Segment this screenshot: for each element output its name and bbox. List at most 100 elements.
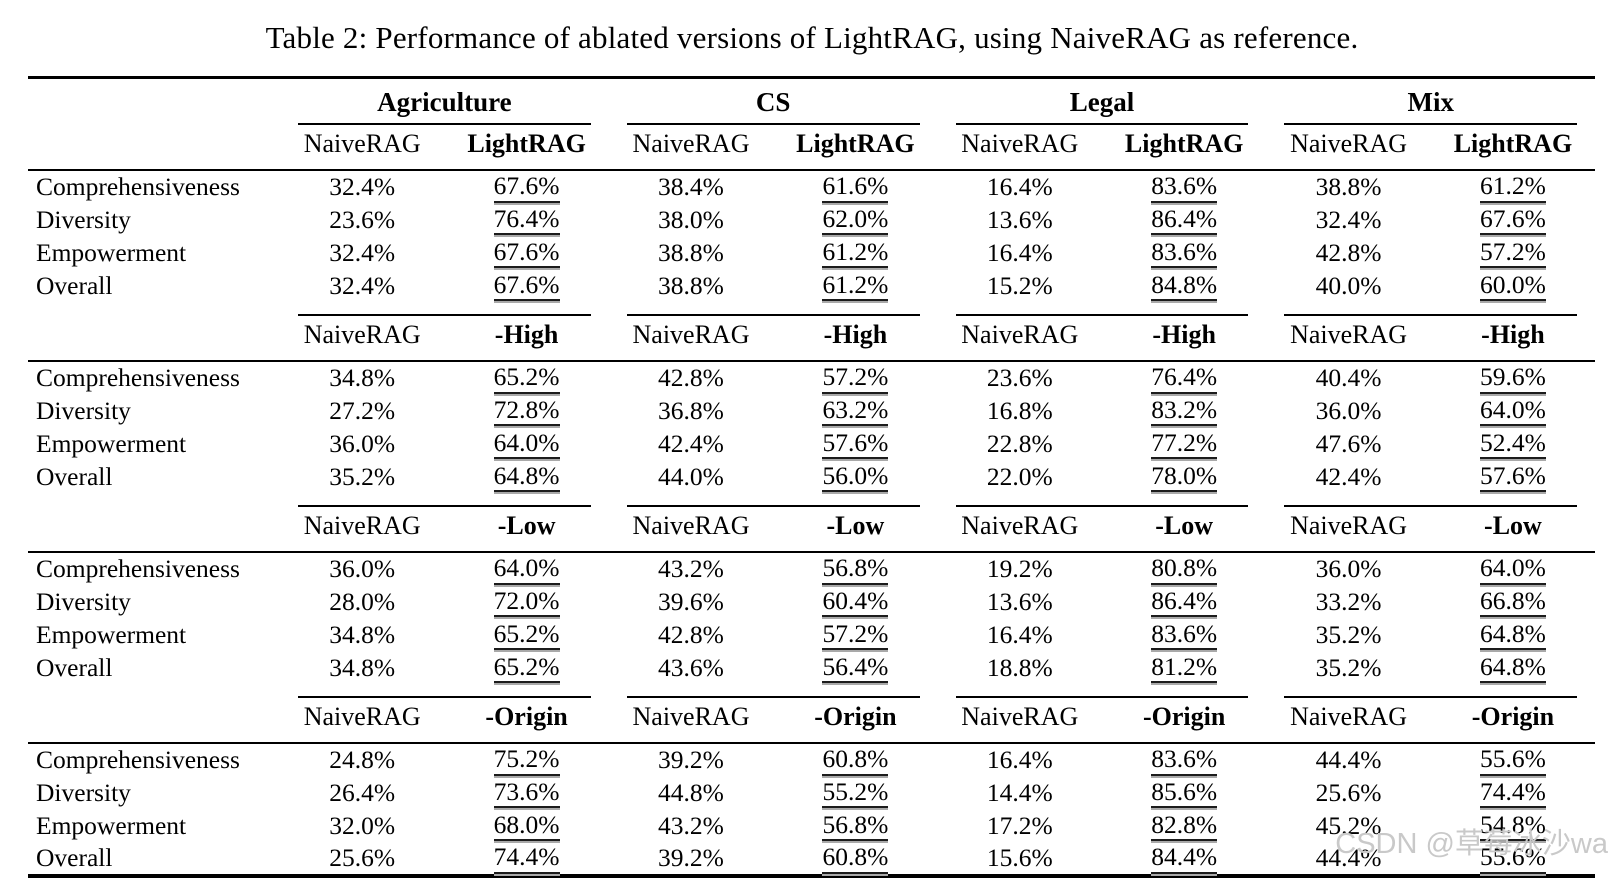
naive-value: 42.8% [658,619,724,649]
variant-value: 77.2% [1102,427,1266,460]
variant-value: 61.2% [773,236,937,269]
rule-cell [938,493,1267,507]
naive-value: 38.4% [658,172,724,201]
metric-row: Overall 34.8% 65.2% 43.6% 56.4% 18.8% 81.2% 35.… [28,651,1595,684]
variant-value: 64.0% [1431,394,1595,427]
naive-value: 43.2% [658,810,724,840]
variant-column-label: -High [1430,316,1596,362]
naive-value: 38.8% [658,237,724,267]
underlined-value: 83.6% [1151,620,1218,651]
group-header: Legal [938,78,1267,125]
underlined-value: 86.4% [1151,587,1218,618]
section-rule [298,505,591,507]
underlined-value: 56.8% [822,811,889,842]
variant-column-label: -Low [1430,507,1596,553]
naive-value: 22.0% [986,461,1053,491]
underlined-value: 83.6% [1151,238,1218,269]
baseline-column-label: NaiveRAG [1266,316,1431,362]
underlined-value: 56.0% [822,462,889,493]
section-rule [955,505,1249,507]
underlined-value: 60.0% [1480,271,1546,302]
metric-label: Empowerment [36,428,187,458]
group-name: CS [755,87,791,117]
rule-spacer [28,493,280,507]
variant-value: 64.0% [444,427,608,460]
variant-value: 55.2% [773,776,937,809]
variant-value: 74.4% [444,842,608,876]
variant-value: 82.8% [1102,809,1266,842]
variant-value: 86.4% [1102,203,1266,236]
underlined-value: 62.0% [822,205,889,236]
naive-value: 40.0% [1315,270,1382,300]
metric-label: Diversity [36,204,131,234]
variant-value: 84.8% [1102,269,1266,302]
ablation-table: Agriculture CS Legal Mix NaiveRAG LightRAG Nai… [28,76,1596,878]
underlined-value: 84.4% [1151,843,1218,874]
variant-value: 56.8% [773,809,937,842]
underlined-value: 55.2% [822,778,889,809]
underlined-value: 83.6% [1151,172,1218,203]
metric-label: Empowerment [36,810,187,840]
underlined-value: 77.2% [1151,429,1218,460]
underlined-value: 74.4% [493,843,560,874]
underlined-value: 60.8% [822,843,889,874]
metric-label: Comprehensiveness [36,172,240,201]
naive-value: 35.2% [1315,652,1382,682]
group-name: Agriculture [377,87,512,117]
variant-value: 55.6% [1431,743,1595,776]
naive-value: 45.2% [1315,810,1382,840]
metric-row: Empowerment 32.0% 68.0% 43.2% 56.8% 17.2% 82.8… [28,809,1595,842]
metric-row: Diversity 28.0% 72.0% 39.6% 60.4% 13.6% 86.4% 3… [28,585,1595,618]
naive-value: 34.8% [329,619,396,649]
variant-column-label: -Origin [773,698,938,744]
table-body: NaiveRAG LightRAG NaiveRAG LightRAG NaiveRAG… [28,125,1596,876]
metric-row: Diversity 27.2% 72.8% 36.8% 63.2% 16.8% 83.2% 3… [28,394,1595,427]
variant-value: 81.2% [1102,651,1266,684]
naive-value: 23.6% [986,363,1053,392]
underlined-value: 60.4% [822,587,889,618]
baseline-column-label: NaiveRAG [608,125,774,171]
naive-value: 22.8% [986,428,1053,458]
underlined-value: 65.2% [493,653,560,684]
underlined-value: 72.0% [493,587,560,618]
variant-value: 64.0% [1431,552,1595,585]
underlined-value: 61.2% [1480,172,1546,203]
underlined-value: 64.8% [1480,653,1546,684]
variant-column-label: -High [1101,316,1267,362]
naive-value: 32.4% [329,172,396,201]
group-header-row: Agriculture CS Legal Mix [28,78,1595,126]
variant-value: 65.2% [444,651,608,684]
naive-value: 44.0% [658,461,724,491]
metric-row: Empowerment 36.0% 64.0% 42.4% 57.6% 22.8% 77.2… [28,427,1595,460]
metric-label: Diversity [36,777,131,807]
metric-row: Empowerment 32.4% 67.6% 38.8% 61.2% 16.4% 83.6… [28,236,1595,269]
underlined-value: 64.8% [1480,620,1546,651]
rule-cell [1266,302,1595,316]
naive-value: 16.4% [986,619,1053,649]
naive-value: 42.4% [658,428,724,458]
naive-value: 47.6% [1315,428,1382,458]
metric-row: Comprehensiveness 24.8% 75.2% 39.2% 60.8% 16.… [28,743,1595,776]
variant-value: 75.2% [444,743,608,776]
underlined-value: 55.6% [1480,843,1546,874]
group-header-spacer [28,78,280,126]
underlined-value: 56.4% [822,653,889,684]
group-header: CS [609,78,938,125]
naive-value: 14.4% [986,777,1053,807]
variant-value: 67.6% [444,170,608,203]
naive-value: 35.2% [1315,619,1382,649]
underlined-value: 83.2% [1151,396,1218,427]
metric-row: Diversity 26.4% 73.6% 44.8% 55.2% 14.4% 85.6% 2… [28,776,1595,809]
underlined-value: 63.2% [822,396,889,427]
naive-value: 18.8% [986,652,1053,682]
variant-value: 83.6% [1102,236,1266,269]
variant-value: 72.8% [444,394,608,427]
underlined-value: 57.2% [1480,238,1546,269]
naive-value: 43.2% [658,554,724,583]
section-rule [955,314,1249,316]
naive-value: 43.6% [658,652,724,682]
underlined-value: 65.2% [493,620,560,651]
metric-label: Overall [36,270,113,300]
section-header-row: NaiveRAG LightRAG NaiveRAG LightRAG NaiveRAG… [28,125,1596,171]
rule-cell [609,684,938,698]
